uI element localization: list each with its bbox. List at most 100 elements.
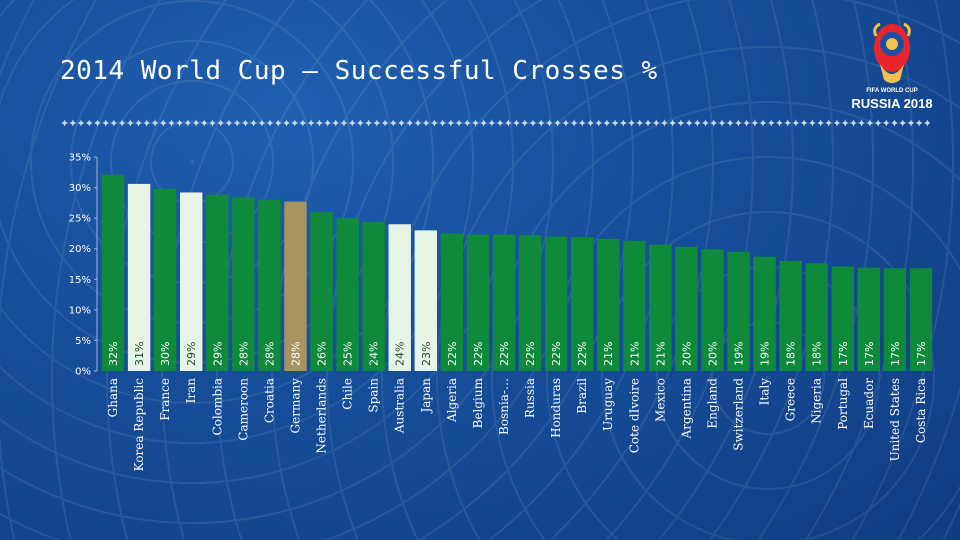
category-label: Australia	[393, 378, 407, 434]
bar	[362, 221, 385, 371]
category-label: Chile	[341, 378, 355, 410]
category-label: Italy	[758, 378, 772, 406]
data-label: 24%	[368, 342, 381, 366]
category-label: England	[705, 378, 719, 429]
y-tick-label: 0%	[75, 367, 91, 378]
data-label: 19%	[759, 342, 772, 366]
data-label: 28%	[289, 342, 302, 366]
bar	[675, 246, 698, 371]
data-label: 22%	[446, 342, 459, 366]
fifa-world-cup-trophy-icon	[873, 22, 911, 83]
bar	[336, 218, 359, 371]
data-labels: 32% 31% 30% 29% 29% 28% 28% 28% 26% 25% 24% 24% 23% 2…	[107, 342, 928, 366]
bar	[232, 197, 255, 371]
data-label: 25%	[342, 342, 355, 366]
bar	[779, 260, 802, 371]
bar	[466, 234, 490, 371]
bars	[101, 174, 933, 371]
y-tick-label: 15%	[69, 275, 91, 286]
data-label: 21%	[654, 342, 667, 366]
data-label: 17%	[863, 342, 876, 366]
data-label: 24%	[394, 342, 407, 366]
y-axis: 0% 5% 10% 15% 20% 25% 30% 35%	[69, 153, 98, 378]
category-label: Switzerland	[732, 378, 746, 451]
category-labels: Ghana Korea Republic France Iran Colombia Cam…	[106, 377, 928, 471]
data-label: 26%	[316, 342, 329, 366]
data-label: 22%	[576, 342, 589, 366]
bar	[258, 199, 281, 371]
category-label: Iran	[184, 378, 198, 404]
category-label: Brazil	[575, 378, 589, 414]
logo-line2: RUSSIA 2018	[851, 96, 933, 111]
bar	[414, 230, 437, 371]
category-label: Ghana	[106, 378, 120, 417]
y-tick-label: 10%	[69, 305, 91, 316]
data-label: 29%	[185, 342, 198, 366]
bar	[831, 266, 854, 371]
data-label: 18%	[811, 342, 824, 366]
data-label: 31%	[133, 342, 146, 366]
category-label: Honduras	[549, 378, 563, 438]
bar	[310, 212, 333, 371]
bar	[101, 174, 125, 371]
y-tick-label: 5%	[75, 336, 91, 347]
data-label: 17%	[915, 342, 928, 366]
bar	[388, 224, 411, 371]
bar	[883, 268, 907, 371]
data-label: 20%	[680, 342, 693, 366]
category-label: Bosnia-…	[497, 378, 511, 435]
bar	[127, 183, 151, 371]
category-label: United States	[888, 378, 902, 461]
bar	[649, 244, 672, 371]
category-label: Greece	[784, 378, 798, 421]
data-label: 18%	[785, 342, 798, 366]
data-label: 28%	[237, 342, 250, 366]
bar	[284, 201, 307, 371]
category-label: Nigeria	[810, 378, 824, 424]
category-label: Netherlands	[315, 378, 329, 454]
category-label: Colombia	[210, 378, 224, 436]
data-label: 22%	[472, 342, 485, 366]
logo-line1: FIFA WORLD CUP	[866, 88, 918, 94]
y-tick-label: 30%	[69, 183, 91, 194]
bar	[727, 251, 750, 371]
category-label: Algeria	[445, 378, 459, 423]
data-label: 21%	[602, 342, 615, 366]
category-label: France	[158, 378, 172, 421]
dotted-divider: ✦✦✦✦✦✦✦✦✦✦✦✦✦✦✦✦✦✦✦✦✦✦✦✦✦✦✦✦✦✦✦✦✦✦✦✦✦✦✦✦…	[60, 118, 930, 130]
category-label: Korea Republic	[132, 378, 146, 472]
bar	[570, 237, 594, 371]
bar	[180, 192, 203, 371]
bar	[701, 249, 724, 371]
y-tick-label: 20%	[69, 244, 91, 255]
y-tick-label: 35%	[69, 153, 91, 164]
bar	[857, 267, 881, 371]
chart-title: 2014 World Cup – Successful Crosses %	[60, 56, 658, 86]
category-label: Portugal	[836, 378, 850, 430]
data-label: 20%	[706, 342, 719, 366]
data-label: 23%	[420, 342, 433, 366]
category-label: Russia	[523, 378, 537, 418]
bar	[206, 194, 229, 371]
category-label: Cameroon	[236, 378, 250, 441]
y-tick-label: 25%	[69, 214, 91, 225]
bar	[805, 263, 828, 371]
data-label: 17%	[889, 342, 902, 366]
data-label: 21%	[628, 342, 641, 366]
data-label: 30%	[159, 342, 172, 366]
data-label: 22%	[550, 342, 563, 366]
category-label: Mexico	[653, 378, 667, 422]
bar	[440, 233, 464, 371]
bar	[753, 256, 776, 371]
bar	[518, 235, 542, 371]
category-label: Cote dIvoire	[627, 378, 641, 453]
data-label: 29%	[211, 342, 224, 366]
data-label: 28%	[263, 342, 276, 366]
data-label: 32%	[107, 342, 120, 366]
bar	[909, 268, 933, 371]
data-label: 19%	[733, 342, 746, 366]
category-label: Croatia	[262, 378, 276, 423]
data-label: 22%	[524, 342, 537, 366]
category-label: Uruguay	[601, 378, 615, 431]
